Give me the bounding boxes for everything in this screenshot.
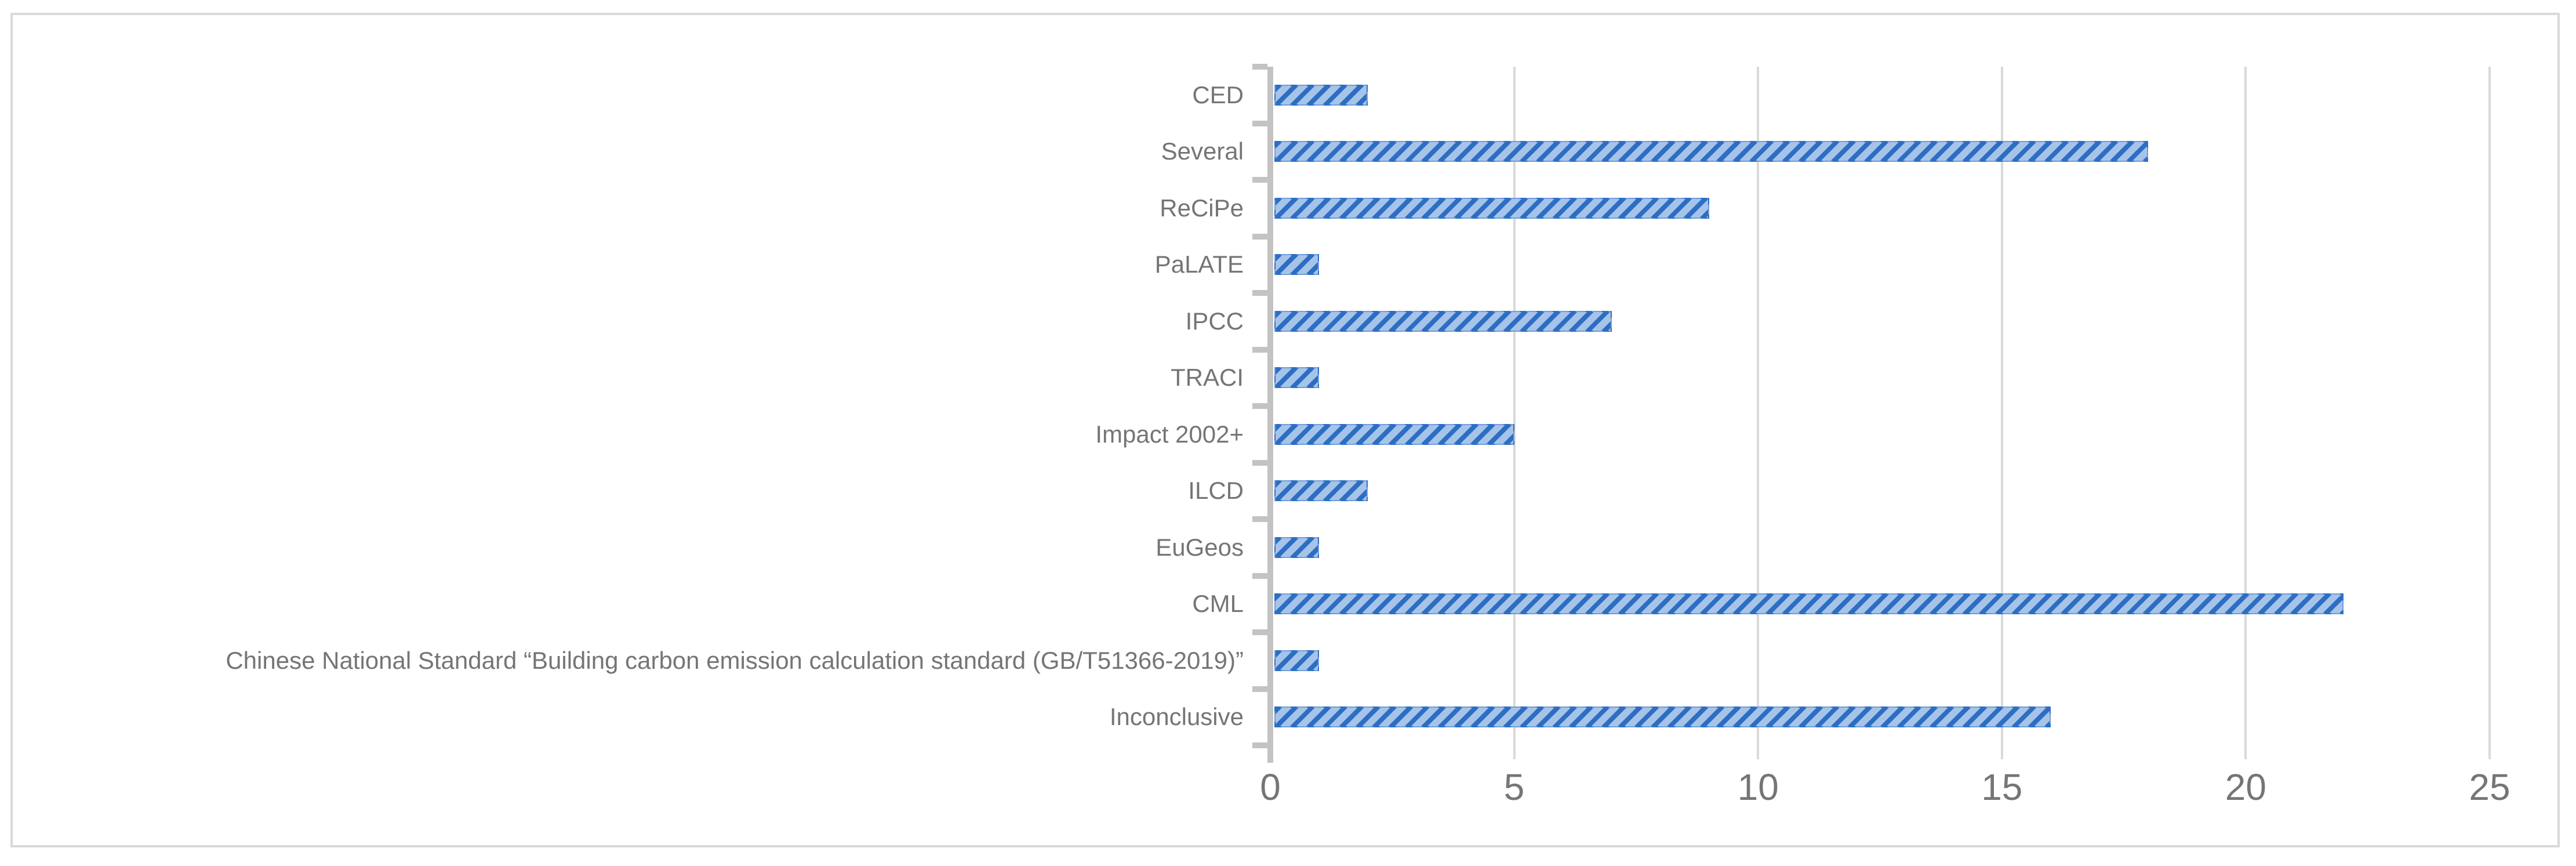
gridline-tick-stub [2488,745,2491,759]
value-axis-tick-label: 0 [1260,766,1281,808]
gridline-tick-stub [2244,745,2247,759]
category-tick-mark [1252,572,1267,579]
category-tick-mark [1252,686,1267,692]
category-label: CML [1192,590,1244,618]
category-label: Inconclusive [1109,703,1244,731]
bar [1274,706,2051,728]
value-axis-zero-tick [1267,745,1273,763]
category-tick-mark [1252,742,1267,748]
bar [1274,423,1514,445]
category-tick-mark [1252,629,1267,635]
category-tick-mark [1252,346,1267,353]
bar [1274,254,1320,276]
bar [1274,537,1320,558]
category-tick-mark [1252,459,1267,466]
category-tick-mark [1252,64,1267,70]
gridline [1513,67,1516,745]
category-tick-mark [1252,403,1267,409]
gridline-tick-stub [1513,745,1516,759]
category-tick-mark [1252,233,1267,240]
value-axis-tick-label: 20 [2225,766,2266,808]
value-axis-tick-label: 25 [2469,766,2510,808]
category-tick-mark [1252,120,1267,126]
gridline [1757,67,1760,745]
gridline-tick-stub [2000,745,2003,759]
category-label: ReCiPe [1160,194,1244,222]
category-tick-mark [1252,177,1267,183]
category-label: Impact 2002+ [1095,420,1244,448]
bar [1274,367,1320,389]
bar [1274,84,1368,106]
category-label: ILCD [1188,477,1244,505]
bar [1274,650,1320,671]
category-label: CED [1192,81,1244,108]
category-label: IPCC [1185,307,1244,335]
category-label: TRACI [1171,364,1244,392]
gridline [2488,67,2491,745]
category-tick-mark [1252,290,1267,296]
bar [1274,310,1612,332]
bar [1274,593,2344,615]
bar [1274,141,2149,162]
gridline [2000,67,2003,745]
gridline-tick-stub [1757,745,1760,759]
value-axis-tick-label: 15 [1981,766,2023,808]
value-axis-tick-label: 5 [1503,766,1525,808]
category-axis-line [1267,67,1273,745]
gridline [2244,67,2247,745]
category-label: Several [1161,137,1244,165]
value-axis-tick-label: 10 [1737,766,1779,808]
bar [1274,480,1368,502]
bar [1274,197,1710,219]
category-label: PaLATE [1154,251,1244,278]
category-label: Chinese National Standard “Building carb… [226,646,1244,674]
category-tick-mark [1252,516,1267,522]
category-label: EuGeos [1156,533,1244,561]
